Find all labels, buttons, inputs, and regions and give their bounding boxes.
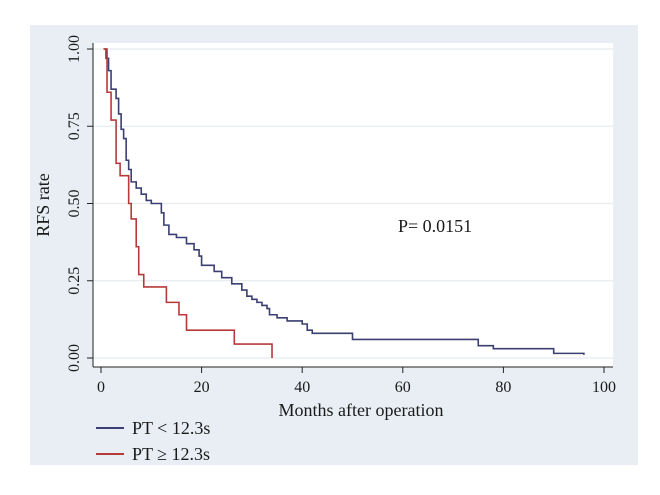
x-tick-label: 100 xyxy=(592,379,616,396)
x-axis-ticks: 0 20 40 60 80 100 xyxy=(97,367,616,396)
legend: PT < 12.3s PT ≥ 12.3s xyxy=(96,418,210,464)
series-line-1 xyxy=(103,48,273,358)
x-axis-title: Months after operation xyxy=(279,400,444,420)
series-lines xyxy=(103,48,585,358)
series-line-0 xyxy=(103,48,585,355)
y-tick-label: 0.00 xyxy=(66,344,83,372)
y-tick-label: 0.50 xyxy=(66,190,83,218)
x-tick-label: 40 xyxy=(294,379,310,396)
x-tick-label: 60 xyxy=(395,379,411,396)
x-tick-label: 20 xyxy=(194,379,210,396)
y-axis-ticks: 0.00 0.25 0.50 0.75 1.00 xyxy=(66,35,93,372)
gridlines xyxy=(93,48,613,359)
y-tick-label: 1.00 xyxy=(66,35,83,63)
x-tick-label: 80 xyxy=(495,379,511,396)
legend-label-pt-above: PT ≥ 12.3s xyxy=(132,444,210,464)
y-tick-label: 0.25 xyxy=(66,267,83,295)
x-tick-label: 0 xyxy=(97,379,105,396)
y-tick-label: 0.75 xyxy=(66,112,83,140)
y-axis-title: RFS rate xyxy=(33,173,53,237)
p-value-annotation: P= 0.0151 xyxy=(398,216,472,236)
plot-area xyxy=(93,43,613,367)
legend-label-pt-below: PT < 12.3s xyxy=(132,418,210,438)
